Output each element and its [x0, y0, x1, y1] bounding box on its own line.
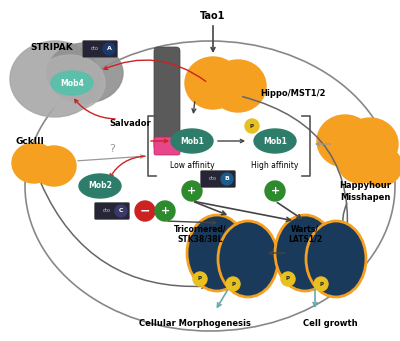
Text: +: + [270, 186, 280, 196]
Ellipse shape [185, 57, 241, 109]
FancyBboxPatch shape [82, 41, 118, 58]
Text: Low affinity: Low affinity [170, 162, 214, 170]
Ellipse shape [79, 174, 121, 198]
Text: Mob1: Mob1 [263, 136, 287, 146]
Circle shape [193, 272, 207, 286]
Ellipse shape [171, 129, 213, 153]
Text: +: + [160, 206, 170, 216]
Text: STRIPAK: STRIPAK [31, 44, 73, 53]
Ellipse shape [275, 215, 335, 291]
Text: C: C [119, 208, 123, 213]
Text: Mob1: Mob1 [180, 136, 204, 146]
Circle shape [115, 205, 127, 217]
Text: P: P [319, 282, 323, 286]
Ellipse shape [51, 71, 93, 95]
FancyBboxPatch shape [154, 137, 180, 155]
Ellipse shape [218, 221, 278, 297]
Circle shape [221, 173, 233, 185]
Text: LATS1/2: LATS1/2 [288, 235, 322, 243]
Ellipse shape [218, 221, 278, 297]
Text: P: P [231, 282, 235, 286]
FancyBboxPatch shape [200, 170, 236, 188]
Ellipse shape [306, 221, 366, 297]
Circle shape [135, 201, 155, 221]
Text: Tricornered/: Tricornered/ [174, 224, 226, 234]
Text: P: P [286, 277, 290, 282]
Ellipse shape [187, 215, 247, 291]
Text: Happyhour: Happyhour [339, 181, 391, 191]
Text: P: P [198, 277, 202, 282]
Text: oto: oto [91, 45, 99, 50]
Circle shape [245, 119, 259, 133]
Circle shape [155, 201, 175, 221]
Ellipse shape [35, 55, 105, 111]
Ellipse shape [342, 118, 398, 170]
Ellipse shape [210, 60, 266, 112]
Ellipse shape [275, 215, 335, 291]
Text: A: A [106, 46, 112, 51]
Text: Warts/: Warts/ [291, 224, 319, 234]
Ellipse shape [187, 215, 247, 291]
Ellipse shape [338, 143, 382, 183]
Ellipse shape [10, 41, 100, 117]
Text: Mob2: Mob2 [88, 181, 112, 191]
Ellipse shape [358, 146, 400, 186]
Circle shape [281, 272, 295, 286]
Text: GckIII: GckIII [16, 136, 44, 146]
Ellipse shape [12, 143, 56, 183]
Text: STK38/38L: STK38/38L [177, 235, 223, 243]
FancyBboxPatch shape [94, 203, 130, 220]
Ellipse shape [32, 146, 76, 186]
Ellipse shape [317, 115, 373, 167]
Text: −: − [140, 205, 150, 218]
Ellipse shape [306, 221, 366, 297]
Circle shape [314, 277, 328, 291]
Text: High affinity: High affinity [251, 162, 299, 170]
Text: Cell growth: Cell growth [303, 318, 357, 327]
Text: ?: ? [109, 144, 115, 154]
Ellipse shape [47, 43, 123, 103]
Text: Salvador: Salvador [109, 119, 151, 128]
Circle shape [103, 43, 115, 55]
Circle shape [226, 277, 240, 291]
Text: +: + [187, 186, 197, 196]
Text: P: P [250, 123, 254, 129]
Circle shape [265, 181, 285, 201]
Text: Cellular Morphogenesis: Cellular Morphogenesis [139, 318, 251, 327]
Text: oto: oto [209, 176, 217, 180]
Text: oto: oto [103, 208, 111, 212]
FancyBboxPatch shape [154, 47, 180, 150]
Text: Hippo/MST1/2: Hippo/MST1/2 [260, 89, 326, 98]
Text: Tao1: Tao1 [200, 11, 226, 21]
Text: B: B [224, 177, 230, 181]
Circle shape [182, 181, 202, 201]
Text: Mob4: Mob4 [60, 78, 84, 88]
Ellipse shape [254, 129, 296, 153]
Text: Misshapen: Misshapen [340, 193, 390, 203]
